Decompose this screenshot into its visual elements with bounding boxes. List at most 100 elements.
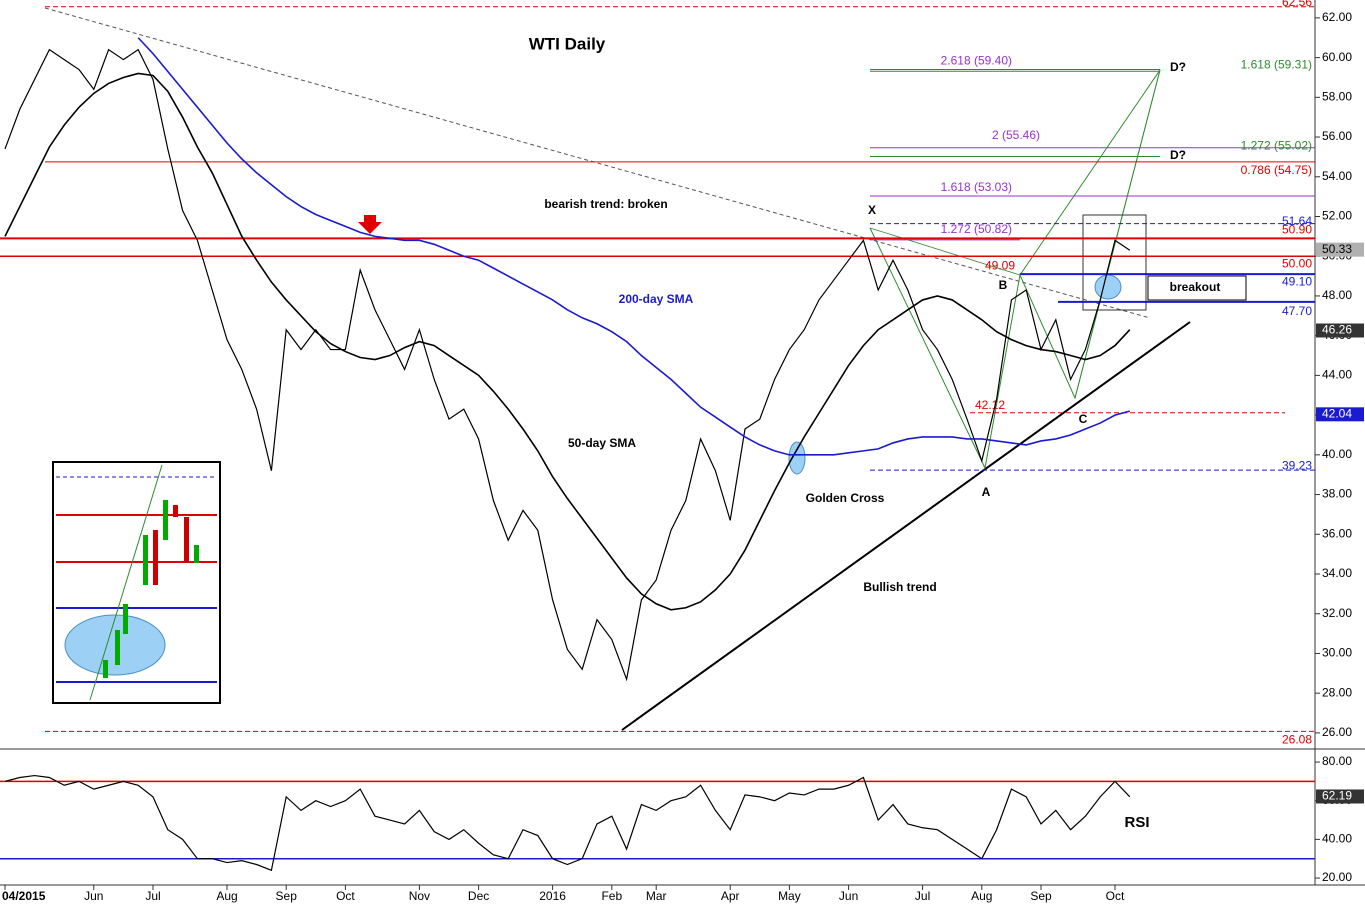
- chart-title: WTI Daily: [529, 34, 606, 53]
- inset-candle: [153, 530, 158, 585]
- highlight-ellipse: [1094, 274, 1122, 300]
- level-label: 1.272 (55.02): [1241, 139, 1312, 153]
- y-tick-label: 48.00: [1322, 288, 1352, 302]
- zoom-box: [1082, 214, 1147, 311]
- x-tick-label: Jul: [915, 889, 930, 903]
- annotation: bearish trend: broken: [544, 197, 667, 211]
- y-tick-label: 36.00: [1322, 526, 1352, 540]
- level-label: 49.09: [985, 258, 1015, 272]
- highlight-ellipse: [788, 441, 806, 475]
- y-tick-label: 54.00: [1322, 169, 1352, 183]
- rsi-marker: [1316, 789, 1364, 804]
- rsi-marker-label: 62.19: [1322, 789, 1352, 803]
- x-tick-label: Apr: [721, 889, 740, 903]
- inset-candle: [123, 604, 128, 634]
- x-tick-label: Aug: [216, 889, 237, 903]
- level-label: 39.23: [1282, 458, 1312, 472]
- x-tick-label: Mar: [646, 889, 667, 903]
- annotation: D?: [1170, 148, 1186, 162]
- level-label: 62.56: [1282, 0, 1312, 9]
- callout-box: [1147, 275, 1247, 301]
- inset-candle: [163, 500, 168, 540]
- annotation: Bullish trend: [863, 580, 936, 594]
- x-tick-label: Feb: [601, 889, 622, 903]
- x-tick-label: Oct: [1106, 889, 1125, 903]
- inset: [52, 461, 221, 704]
- inset-candle: [184, 517, 189, 562]
- x-tick-label: Jun: [839, 889, 858, 903]
- level-label: 1.272 (50.82): [941, 222, 1012, 236]
- y-tick-label: 40.00: [1322, 447, 1352, 461]
- annotation: A: [982, 485, 991, 499]
- rsi-line: [4, 774, 1131, 872]
- inset-candle: [194, 545, 199, 563]
- level-label: 47.70: [1282, 304, 1312, 318]
- level-label: 2 (55.46): [992, 128, 1040, 142]
- level-label: 50.00: [1282, 256, 1312, 270]
- x-tick-label: Sep: [1030, 889, 1052, 903]
- x-tick-label: Oct: [336, 889, 355, 903]
- rsi-label: RSI: [1124, 814, 1149, 831]
- y-tick-label: 30.00: [1322, 646, 1352, 660]
- level-label: 2.618 (59.40): [941, 54, 1012, 68]
- y-tick-label: 20.00: [1322, 870, 1352, 884]
- inset-candle: [103, 660, 108, 678]
- y-tick-label: 38.00: [1322, 487, 1352, 501]
- price-marker: [1316, 242, 1364, 257]
- annotation: Golden Cross: [806, 491, 885, 505]
- annotation: 50-day SMA: [568, 436, 636, 450]
- inset-candle: [143, 535, 148, 585]
- bullish-trendline: [621, 321, 1191, 731]
- level-label: 0.786 (54.75): [1241, 163, 1312, 177]
- arrow: [358, 215, 382, 234]
- price-marker-label: 50.33: [1322, 242, 1352, 256]
- level-label: 1.618 (53.03): [941, 180, 1012, 194]
- x-tick-label: May: [778, 889, 801, 903]
- y-tick-label: 56.00: [1322, 129, 1352, 143]
- y-tick-label: 60.00: [1322, 50, 1352, 64]
- level-label: 26.08: [1282, 732, 1312, 746]
- annotation: breakout: [1170, 280, 1221, 294]
- annotation: 200-day SMA: [619, 292, 694, 306]
- y-tick-label: 44.00: [1322, 368, 1352, 382]
- level-label: 49.10: [1282, 274, 1312, 288]
- x-tick-label: Dec: [468, 889, 489, 903]
- y-tick-label: 28.00: [1322, 685, 1352, 699]
- inset-candle: [115, 630, 120, 665]
- series-line: [137, 37, 1131, 456]
- x-tick-label: Jun: [84, 889, 103, 903]
- series-line: [4, 48, 1131, 682]
- x-tick-label: Nov: [409, 889, 430, 903]
- y-tick-label: 62.00: [1322, 10, 1352, 24]
- price-marker-label: 42.04: [1322, 406, 1352, 420]
- annotation: X: [868, 203, 876, 217]
- x-tick-label: 2016: [539, 889, 566, 903]
- y-tick-label: 80.00: [1322, 754, 1352, 768]
- y-tick-label: 58.00: [1322, 89, 1352, 103]
- level-label: 50.90: [1282, 223, 1312, 237]
- level-label: 42.12: [975, 398, 1005, 412]
- x-tick-label: Aug: [971, 889, 992, 903]
- price-marker: [1316, 323, 1364, 338]
- bearish-trendline: [44, 7, 1151, 319]
- y-tick-label: 52.00: [1322, 209, 1352, 223]
- annotation: B: [999, 278, 1008, 292]
- inset-candle: [173, 505, 178, 517]
- y-tick-label: 34.00: [1322, 566, 1352, 580]
- x-tick-label: 04/2015: [2, 889, 46, 903]
- y-tick-label: 26.00: [1322, 725, 1352, 739]
- x-tick-label: Sep: [276, 889, 298, 903]
- y-tick-label: 32.00: [1322, 606, 1352, 620]
- annotation: D?: [1170, 60, 1186, 74]
- y-tick-label: 40.00: [1322, 832, 1352, 846]
- inset-line: [89, 464, 163, 701]
- price-marker: [1316, 407, 1364, 422]
- level-label: 51.64: [1282, 214, 1312, 228]
- annotation: C: [1079, 412, 1088, 426]
- level-label: 1.618 (59.31): [1241, 57, 1312, 71]
- series-line: [4, 72, 1131, 611]
- price-marker-label: 46.26: [1322, 323, 1352, 337]
